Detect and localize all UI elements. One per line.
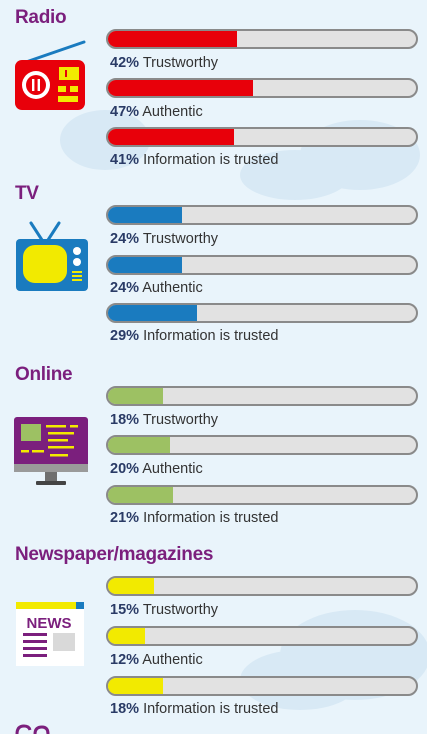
label-radio-information-trusted: 41% Information is trusted [110, 152, 278, 168]
bar-fill [108, 129, 235, 145]
percent-value: 47% [110, 104, 140, 120]
bar-radio-trustworthy [106, 29, 418, 49]
tv-icon [16, 221, 88, 291]
percent-value: 42% [110, 55, 140, 71]
percent-value: 41% [110, 152, 140, 168]
bar-fill [108, 578, 155, 594]
bar-fill [108, 388, 164, 404]
newspaper-icon: NEWS [16, 602, 84, 666]
bar-fill [108, 80, 253, 96]
background-cloud [240, 150, 350, 200]
bar-fill [108, 487, 173, 503]
percent-value: 12% [110, 652, 140, 668]
percent-value: 29% [110, 328, 140, 344]
percent-value: 24% [110, 231, 140, 247]
label-online-information-trusted: 21% Information is trusted [110, 510, 278, 526]
label-newspaper-authentic: 12% Authentic [110, 652, 203, 668]
category-label: Information is trusted [143, 328, 279, 344]
percent-value: 21% [110, 510, 140, 526]
category-label: Information is trusted [143, 152, 279, 168]
bar-fill [108, 31, 238, 47]
label-radio-trustworthy: 42% Trustworthy [110, 55, 218, 71]
bar-online-information-trusted [106, 485, 418, 505]
bar-online-authentic [106, 435, 418, 455]
percent-value: 18% [110, 412, 140, 428]
section-heading-tv: TV [15, 183, 39, 204]
bar-fill [108, 437, 170, 453]
label-online-trustworthy: 18% Trustworthy [110, 412, 218, 428]
percent-value: 18% [110, 701, 140, 717]
category-label: Authentic [142, 652, 203, 668]
radio-icon [15, 40, 86, 110]
next-section-heading-cropped [15, 724, 50, 734]
percent-value: 20% [110, 461, 140, 477]
section-heading-newspaper: Newspaper/magazines [15, 544, 214, 565]
category-label: Trustworthy [142, 231, 219, 247]
label-tv-authentic: 24% Authentic [110, 280, 203, 296]
bar-radio-information-trusted [106, 127, 418, 147]
section-heading-online: Online [15, 364, 73, 385]
computer-monitor-icon [14, 417, 88, 485]
percent-value: 24% [110, 280, 140, 296]
bar-fill [108, 207, 182, 223]
percent-value: 15% [110, 602, 140, 618]
category-label: Authentic [142, 104, 203, 120]
bar-online-trustworthy [106, 386, 418, 406]
bar-tv-authentic [106, 255, 418, 275]
label-radio-authentic: 47% Authentic [110, 104, 203, 120]
label-online-authentic: 20% Authentic [110, 461, 203, 477]
category-label: Information is trusted [143, 510, 279, 526]
section-heading-radio: Radio [15, 7, 67, 28]
bar-radio-authentic [106, 78, 418, 98]
newspaper-icon-text: NEWS [27, 615, 72, 632]
bar-newspaper-trustworthy [106, 576, 418, 596]
category-label: Authentic [142, 461, 203, 477]
category-label: Trustworthy [142, 412, 219, 428]
bar-fill [108, 257, 182, 273]
category-label: Trustworthy [142, 602, 219, 618]
bar-fill [108, 305, 198, 321]
bar-tv-information-trusted [106, 303, 418, 323]
category-label: Information is trusted [143, 701, 279, 717]
bar-fill [108, 628, 145, 644]
label-tv-information-trusted: 29% Information is trusted [110, 328, 278, 344]
label-newspaper-trustworthy: 15% Trustworthy [110, 602, 218, 618]
category-label: Authentic [142, 280, 203, 296]
label-tv-trustworthy: 24% Trustworthy [110, 231, 218, 247]
bar-newspaper-information-trusted [106, 676, 418, 696]
bar-newspaper-authentic [106, 626, 418, 646]
label-newspaper-information-trusted: 18% Information is trusted [110, 701, 278, 717]
bar-fill [108, 678, 164, 694]
bar-tv-trustworthy [106, 205, 418, 225]
category-label: Trustworthy [142, 55, 219, 71]
